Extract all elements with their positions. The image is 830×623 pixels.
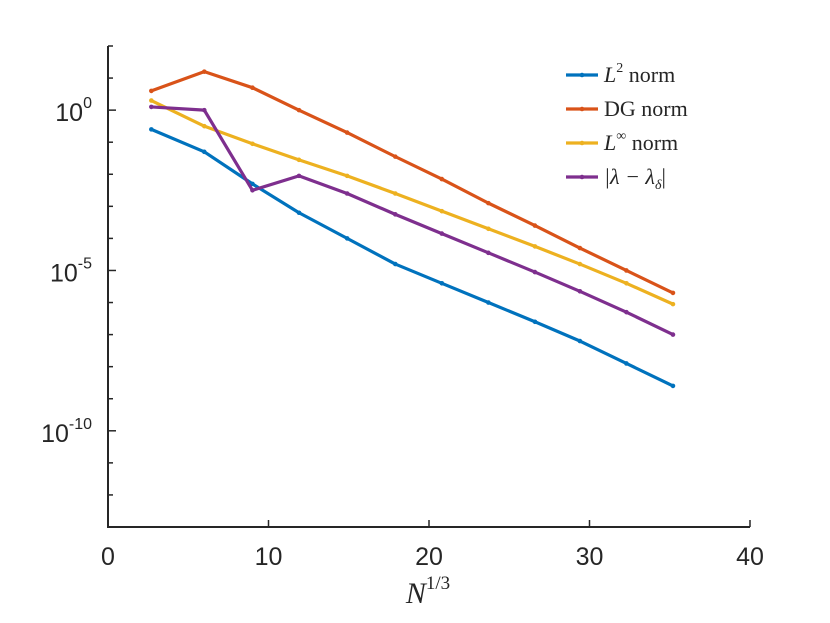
data-point (392, 261, 398, 267)
data-point (250, 85, 255, 90)
data-point (296, 210, 302, 216)
data-point (202, 69, 207, 74)
data-point (486, 250, 491, 256)
data-point (344, 191, 350, 196)
data-point (670, 332, 676, 337)
y-axis-ticks: 100 10-5 10-10 (41, 45, 116, 528)
axes-box (107, 46, 750, 528)
legend-marker (579, 174, 585, 180)
x-tick-label: 30 (576, 543, 604, 571)
y-tick-label: 10-5 (50, 255, 92, 287)
data-point (670, 301, 676, 307)
data-point (486, 226, 491, 232)
legend: L2 norm DG norm L∞ norm |λ − λδ| (566, 61, 688, 193)
data-point (392, 212, 398, 217)
series-line-0 (149, 127, 675, 388)
x-tick-label: 40 (736, 543, 764, 571)
data-point (149, 98, 154, 103)
x-tick-label: 20 (415, 543, 443, 571)
data-point (439, 176, 445, 182)
data-point (202, 107, 207, 113)
data-point (439, 280, 445, 286)
data-point (577, 261, 583, 267)
data-point (250, 181, 255, 187)
data-point (577, 289, 583, 294)
data-point (149, 127, 154, 132)
data-point (439, 231, 445, 236)
legend-marker (579, 106, 585, 112)
x-axis-ticks: 0 10 20 30 40 (101, 520, 764, 571)
legend-marker (579, 72, 585, 78)
data-point (296, 107, 302, 113)
data-point (577, 245, 583, 251)
data-point (296, 173, 302, 179)
y-tick-label: 10-10 (41, 416, 92, 448)
data-point (296, 157, 302, 163)
data-point (250, 188, 255, 193)
series-line-3 (149, 105, 675, 337)
x-tick-label: 10 (255, 543, 283, 571)
data-point (670, 290, 676, 296)
data-point (392, 191, 398, 196)
data-point (670, 383, 676, 389)
series-line-1 (149, 70, 675, 295)
data-point (344, 173, 350, 179)
data-point (532, 223, 538, 228)
data-point (250, 141, 255, 147)
data-point (532, 244, 538, 249)
data-point (439, 208, 445, 214)
legend-entry-2: L∞ norm (603, 129, 678, 155)
data-point (532, 319, 538, 325)
legend-entry-3: |λ − λδ| (604, 164, 666, 193)
data-point (344, 236, 350, 241)
series-group (149, 69, 676, 389)
data-point (486, 300, 491, 305)
data-point (624, 361, 629, 366)
data-point (149, 104, 154, 110)
data-point (486, 200, 491, 206)
y-tick-label: 100 (55, 95, 92, 127)
data-point (532, 269, 538, 275)
data-point (577, 338, 583, 344)
data-point (344, 130, 350, 135)
data-point (202, 149, 207, 155)
data-point (392, 154, 398, 159)
series-line-2 (149, 98, 675, 306)
x-axis-label: N1/3 (405, 573, 450, 610)
data-point (202, 123, 207, 129)
data-point (624, 268, 629, 273)
data-point (624, 309, 629, 315)
legend-marker (579, 140, 585, 146)
data-point (149, 88, 154, 94)
data-point (624, 280, 629, 286)
x-tick-label: 0 (101, 543, 115, 571)
legend-entry-0: L2 norm (603, 61, 675, 87)
legend-entry-1: DG norm (604, 96, 688, 121)
